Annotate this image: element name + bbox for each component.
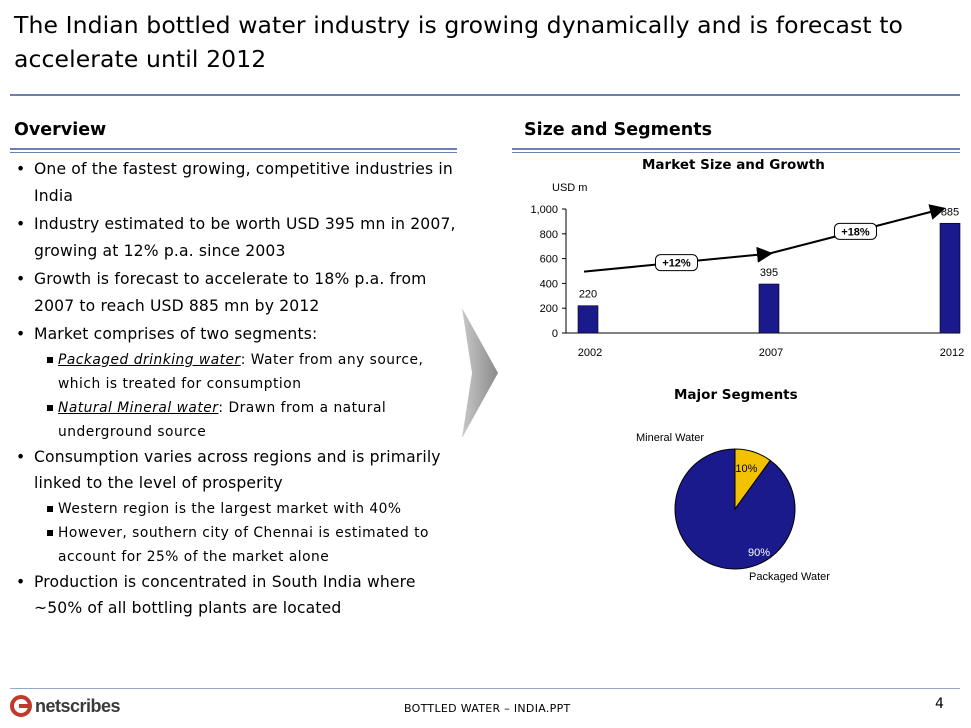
bar-chart: 0 200 400 600 800 1,000 220 2002 395 2007 885 2012 +…: [530, 204, 964, 359]
growth-label: +18%: [841, 226, 870, 238]
growth-label: +12%: [662, 258, 691, 270]
segments-rule-2: [512, 152, 960, 153]
list-item: • Industry estimated to be worth USD 395 …: [16, 215, 456, 260]
sub-list-item: However, southern city of Chennai is est…: [14, 521, 469, 569]
y-tick-label: 400: [540, 278, 558, 290]
pie-label-mineral: Mineral Water: [636, 432, 705, 444]
bar: [577, 305, 599, 334]
bar-value-label: 395: [760, 267, 778, 279]
bar-chart-title: Market Size and Growth: [642, 157, 825, 173]
list-item: • Market comprises of two segments:: [16, 325, 318, 343]
pie-chart: 10% 90%: [674, 448, 796, 570]
pie-chart-title: Major Segments: [674, 387, 798, 403]
list-item: • Growth is forecast to accelerate to 18%…: [16, 270, 427, 315]
y-tick-label: 0: [552, 328, 558, 340]
x-tick-label: 2007: [759, 347, 783, 359]
title-rule: [10, 94, 960, 96]
bar: [758, 283, 780, 334]
bar-value-label: 885: [941, 206, 959, 218]
chevron-arrow-icon: [462, 308, 498, 438]
sub-list-item: Western region is the largest market wit…: [14, 497, 469, 521]
list-item: • Production is concentrated in South Ind…: [16, 572, 416, 618]
y-tick-label: 800: [540, 229, 558, 241]
growth-badge: [834, 222, 877, 240]
segment-term-mineral: Natural Mineral water: [58, 399, 219, 416]
logo-text: netscribes: [35, 695, 121, 716]
x-tick-label: 2012: [940, 347, 964, 359]
growth-badge: [655, 254, 698, 272]
overview-list: • One of the fastest growing, competitive…: [14, 156, 469, 622]
x-tick-label: 2002: [578, 347, 602, 359]
bar: [939, 222, 961, 334]
segment-term-packaged: Packaged drinking water: [58, 351, 241, 368]
pie-label-packaged: Packaged Water: [749, 571, 830, 583]
pie-value-label: 90%: [748, 547, 770, 559]
segments-rule: [512, 148, 960, 150]
y-tick-label: 1,000: [530, 204, 558, 216]
overview-rule-2: [10, 152, 457, 153]
list-item: • One of the fastest growing, competitive…: [16, 160, 453, 205]
segments-heading: Size and Segments: [524, 120, 712, 140]
pie-slice: [674, 448, 796, 570]
netscribes-logo-icon: [10, 695, 32, 717]
netscribes-logo: netscribes: [10, 695, 121, 717]
page-number: 4: [935, 696, 944, 712]
bar-chart-ylabel: USD m: [552, 182, 588, 194]
y-tick-label: 200: [540, 303, 558, 315]
footer-filename: BOTTLED WATER – INDIA.PPT: [404, 702, 571, 715]
overview-rule: [10, 148, 457, 150]
pie-value-label: 10%: [735, 463, 757, 475]
slide-title: The Indian bottled water industry is gro…: [14, 11, 903, 73]
list-item: • Consumption varies across regions and i…: [16, 447, 441, 493]
bar-value-label: 220: [579, 289, 597, 301]
y-tick-label: 600: [540, 254, 558, 266]
sub-list-item: Packaged drinking water: Water from any …: [14, 348, 469, 396]
overview-heading: Overview: [14, 120, 107, 140]
footer-rule: [10, 688, 960, 689]
sub-list-item: Natural Mineral water: Drawn from a natu…: [14, 396, 469, 444]
